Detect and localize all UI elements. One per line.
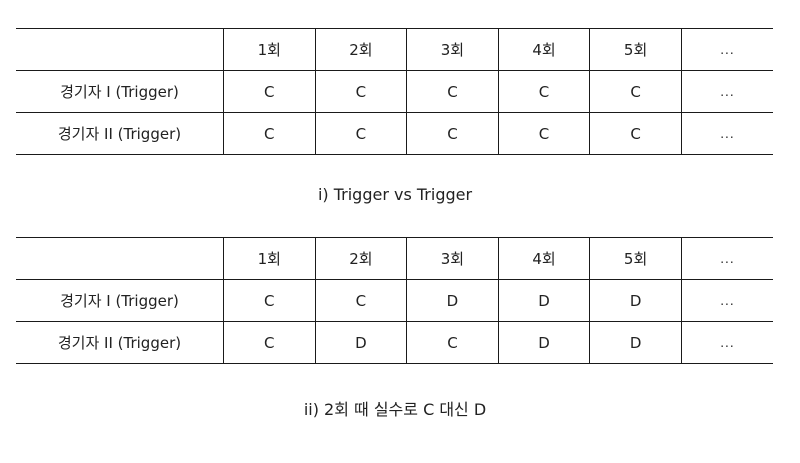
cell-ellipsis: ... <box>680 321 773 364</box>
cell-round-2: D <box>314 321 407 364</box>
cell-round-2: C <box>314 70 407 113</box>
cell-round-4: C <box>497 112 590 155</box>
cell-round-5: C <box>589 70 682 113</box>
table-row: 경기자 II (Trigger) C C C C C ... <box>16 112 773 155</box>
cell-round-3: D <box>406 279 499 322</box>
cell-ellipsis: ... <box>680 70 773 113</box>
row-label-player-1: 경기자 I (Trigger) <box>16 70 224 113</box>
header-ellipsis: ... <box>680 28 773 71</box>
cell-round-1: C <box>223 112 316 155</box>
cell-round-3: C <box>406 70 499 113</box>
cell-round-4: D <box>497 279 590 322</box>
cell-ellipsis: ... <box>680 279 773 322</box>
cell-round-5: C <box>589 112 682 155</box>
header-round-2: 2회 <box>314 28 407 71</box>
cell-round-1: C <box>223 321 316 364</box>
header-round-2: 2회 <box>314 237 407 280</box>
header-round-3: 3회 <box>406 28 499 71</box>
header-round-1: 1회 <box>223 237 316 280</box>
cell-round-1: C <box>223 70 316 113</box>
table-header-row: 1회 2회 3회 4회 5회 ... <box>16 237 773 280</box>
header-round-4: 4회 <box>497 237 590 280</box>
table-caption-1: i) Trigger vs Trigger <box>317 185 473 204</box>
row-label-player-1: 경기자 I (Trigger) <box>16 279 224 322</box>
header-corner-cell <box>16 28 224 71</box>
header-round-3: 3회 <box>406 237 499 280</box>
cell-ellipsis: ... <box>680 112 773 155</box>
cell-round-5: D <box>589 279 682 322</box>
table-caption-2: ii) 2회 때 실수로 C 대신 D <box>303 400 487 419</box>
table-header-row: 1회 2회 3회 4회 5회 ... <box>16 28 773 71</box>
row-label-player-2: 경기자 II (Trigger) <box>16 321 224 364</box>
cell-round-3: C <box>406 112 499 155</box>
cell-round-4: C <box>497 70 590 113</box>
cell-round-1: C <box>223 279 316 322</box>
header-ellipsis: ... <box>680 237 773 280</box>
table-row: 경기자 I (Trigger) C C D D D ... <box>16 279 773 322</box>
header-round-5: 5회 <box>589 237 682 280</box>
cell-round-2: C <box>314 279 407 322</box>
strategy-table-trigger-vs-trigger: 1회 2회 3회 4회 5회 ... 경기자 I (Trigger) C C C… <box>16 28 773 155</box>
row-label-player-2: 경기자 II (Trigger) <box>16 112 224 155</box>
header-round-4: 4회 <box>497 28 590 71</box>
strategy-table-mistake-round-2: 1회 2회 3회 4회 5회 ... 경기자 I (Trigger) C C D… <box>16 237 773 364</box>
table-row: 경기자 I (Trigger) C C C C C ... <box>16 70 773 113</box>
cell-round-5: D <box>589 321 682 364</box>
cell-round-2: C <box>314 112 407 155</box>
cell-round-3: C <box>406 321 499 364</box>
table-row: 경기자 II (Trigger) C D C D D ... <box>16 321 773 364</box>
cell-round-4: D <box>497 321 590 364</box>
header-round-5: 5회 <box>589 28 682 71</box>
header-corner-cell <box>16 237 224 280</box>
header-round-1: 1회 <box>223 28 316 71</box>
